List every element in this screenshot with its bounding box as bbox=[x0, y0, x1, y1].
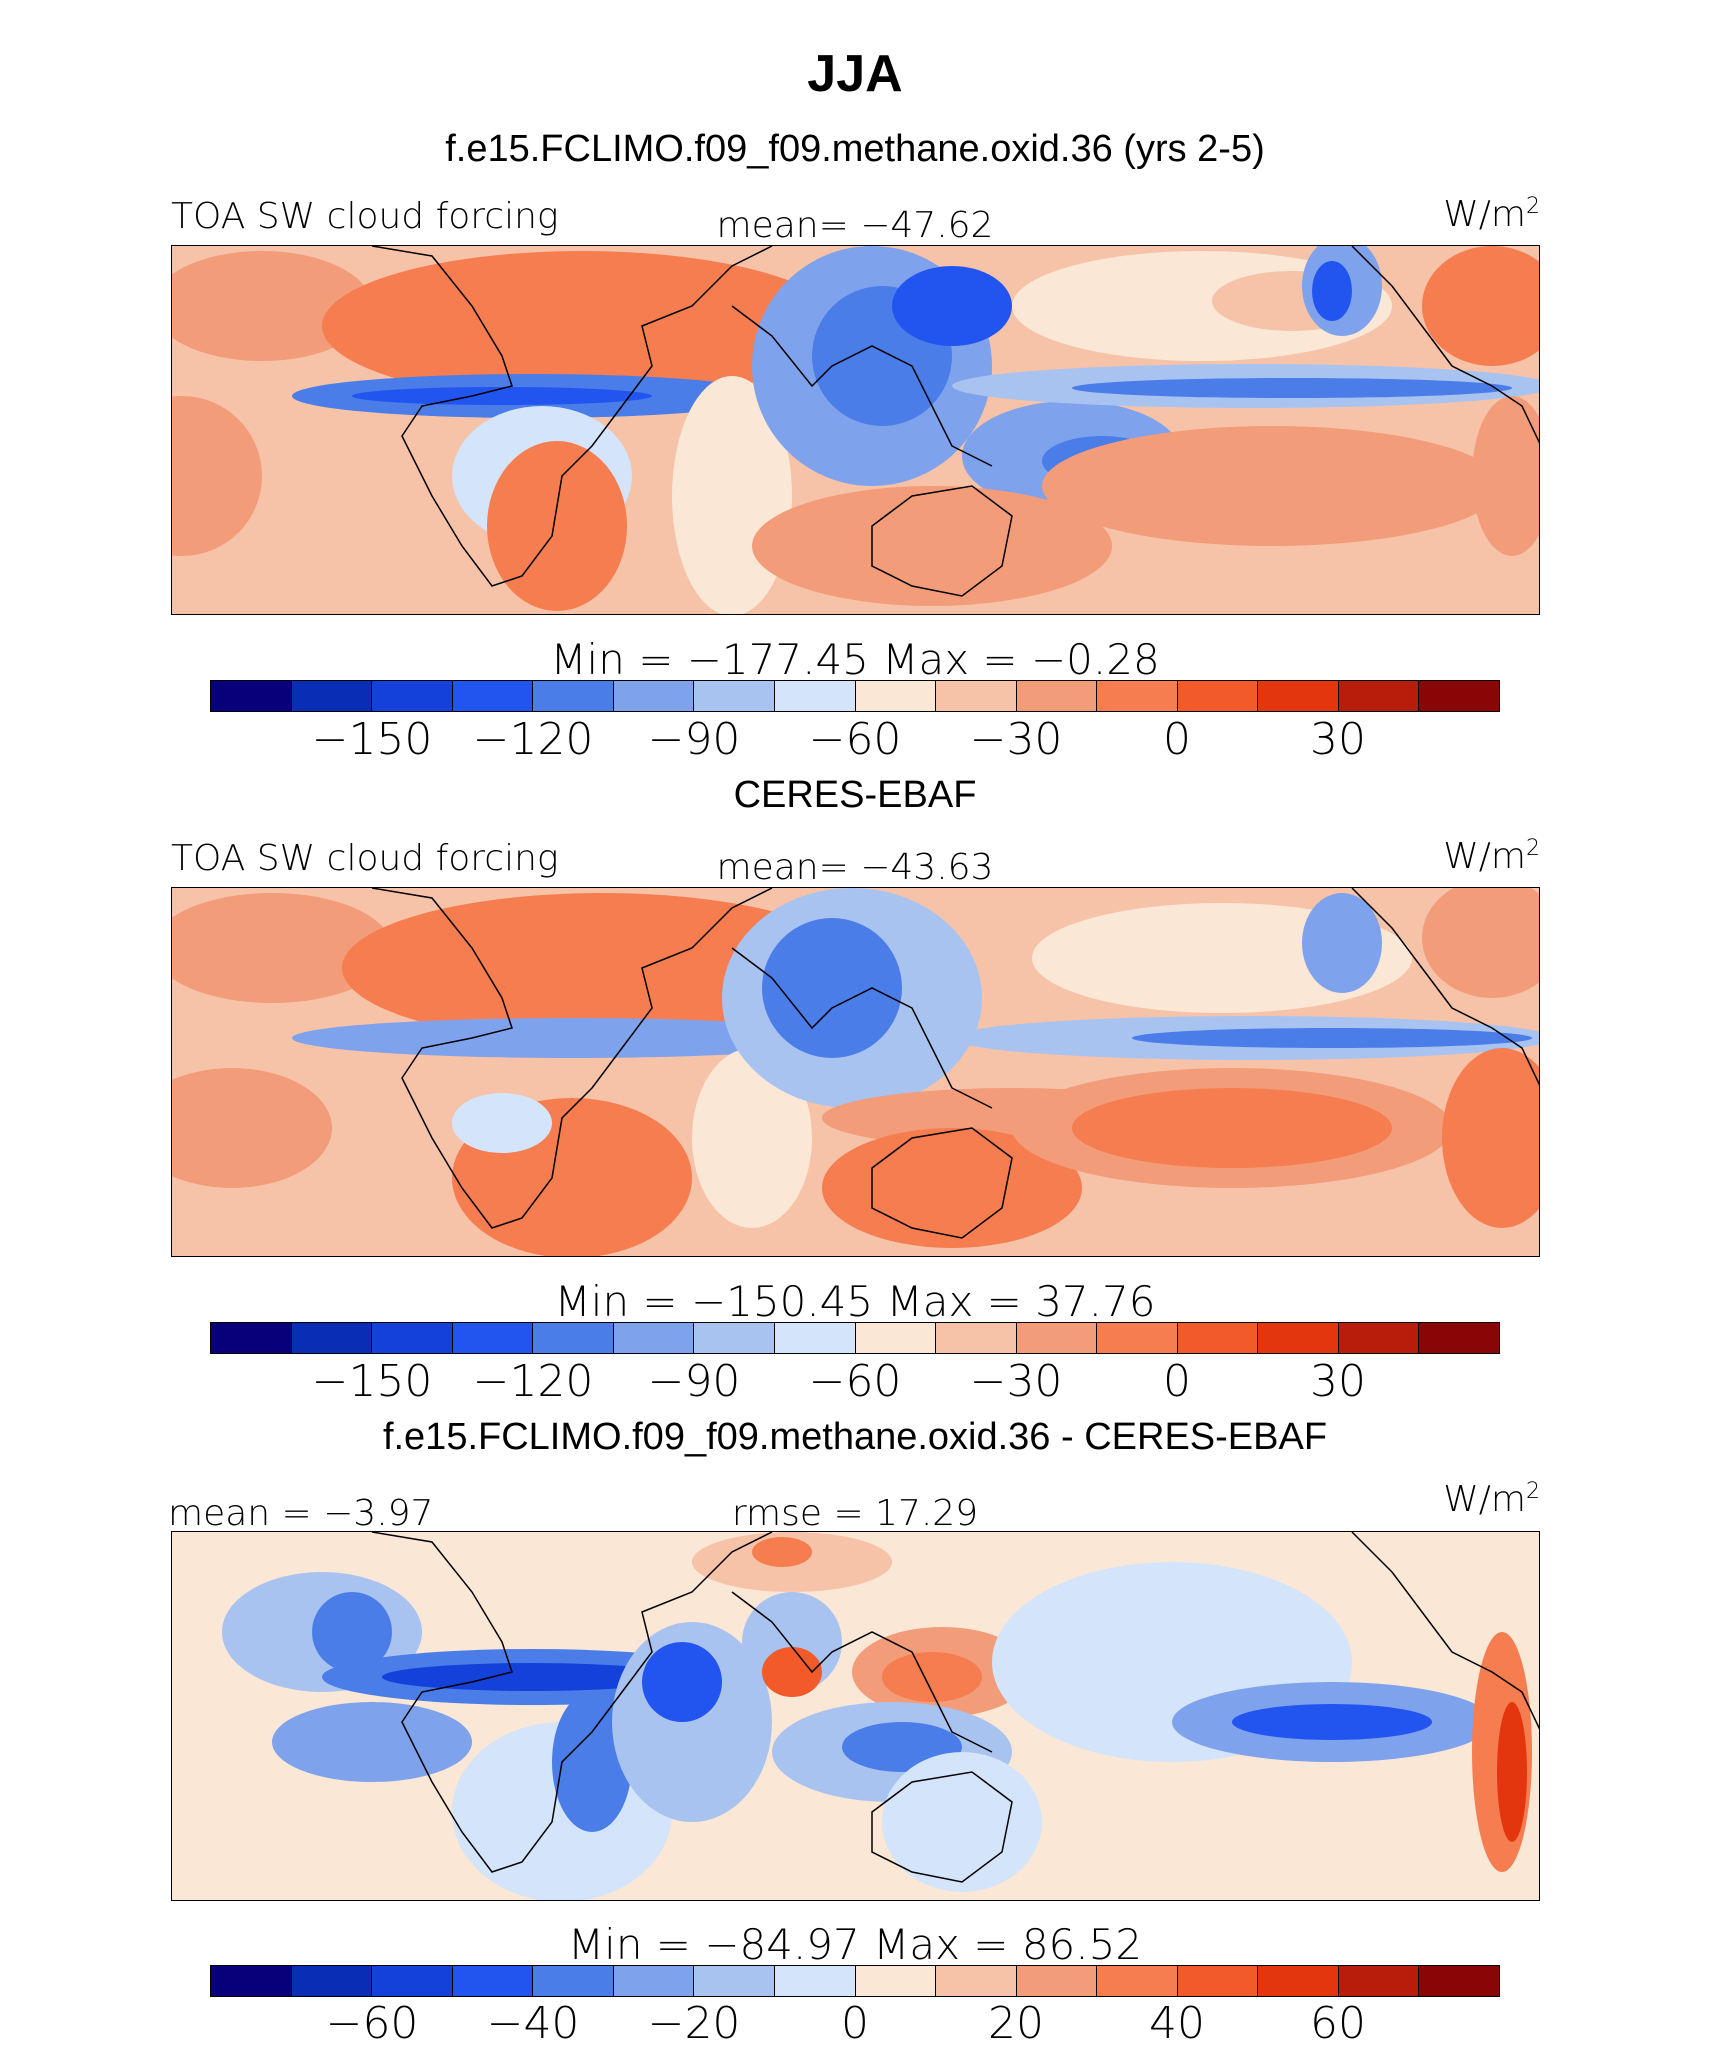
map-diff bbox=[171, 1531, 1540, 1901]
map-diff-field bbox=[172, 1532, 1539, 1900]
colorbar-tick: −40 bbox=[486, 1998, 580, 2049]
colorbar-tick: 0 bbox=[1163, 714, 1191, 765]
colorbar-obs bbox=[210, 1322, 1500, 1354]
colorbar-tick: 0 bbox=[1163, 1356, 1191, 1407]
colorbar-tick: 30 bbox=[1310, 1356, 1366, 1407]
colorbar-tick: −30 bbox=[969, 1356, 1063, 1407]
map-model-field bbox=[172, 246, 1539, 614]
panel-rmse-label: rmse = 17.29 bbox=[731, 1493, 979, 1534]
panel-units: W/m2 bbox=[1443, 836, 1540, 877]
figure-subtitle: f.e15.FCLIMO.f09_f09.methane.oxid.36 (yr… bbox=[445, 128, 1265, 170]
colorbar-tick: 60 bbox=[1310, 1998, 1366, 2049]
colorbar-tick: −150 bbox=[311, 714, 433, 765]
colorbar-tick: −60 bbox=[808, 1356, 902, 1407]
colorbar-tick: −120 bbox=[472, 714, 594, 765]
map-obs bbox=[171, 887, 1540, 1257]
panel-units: W/m2 bbox=[1443, 1479, 1540, 1520]
minmax-label: Min = −84.97 Max = 86.52 bbox=[567, 1920, 1143, 1969]
colorbar-diff bbox=[210, 1965, 1500, 1997]
panel-units: W/m2 bbox=[1443, 194, 1540, 235]
colorbar-tick: −120 bbox=[472, 1356, 594, 1407]
figure-title: JJA bbox=[807, 45, 903, 103]
colorbar-tick: −60 bbox=[325, 1998, 419, 2049]
colorbar-model bbox=[210, 680, 1500, 712]
panel-title: CERES-EBAF bbox=[733, 774, 977, 816]
minmax-label: Min = −177.45 Max = −0.28 bbox=[550, 635, 1160, 684]
panel-variable-label: TOA SW cloud forcing bbox=[171, 838, 559, 879]
colorbar-tick: −60 bbox=[808, 714, 902, 765]
colorbar-tick: 40 bbox=[1149, 1998, 1205, 2049]
colorbar-tick: −90 bbox=[647, 714, 741, 765]
colorbar-tick: 0 bbox=[841, 1998, 869, 2049]
panel-title: f.e15.FCLIMO.f09_f09.methane.oxid.36 - C… bbox=[382, 1416, 1328, 1458]
colorbar-tick: −150 bbox=[311, 1356, 433, 1407]
colorbar-tick: −30 bbox=[969, 714, 1063, 765]
colorbar-tick: 20 bbox=[988, 1998, 1044, 2049]
panel-variable-label: TOA SW cloud forcing bbox=[171, 196, 559, 237]
map-obs-field bbox=[172, 888, 1539, 1256]
colorbar-tick: −20 bbox=[647, 1998, 741, 2049]
minmax-label: Min = −150.45 Max = 37.76 bbox=[554, 1277, 1156, 1326]
panel-mean-label: mean= −43.63 bbox=[716, 847, 994, 888]
colorbar-tick: −90 bbox=[647, 1356, 741, 1407]
panel-mean-label: mean = −3.97 bbox=[168, 1493, 434, 1534]
panel-mean-label: mean= −47.62 bbox=[716, 205, 994, 246]
colorbar-tick: 30 bbox=[1310, 714, 1366, 765]
map-model bbox=[171, 245, 1540, 615]
